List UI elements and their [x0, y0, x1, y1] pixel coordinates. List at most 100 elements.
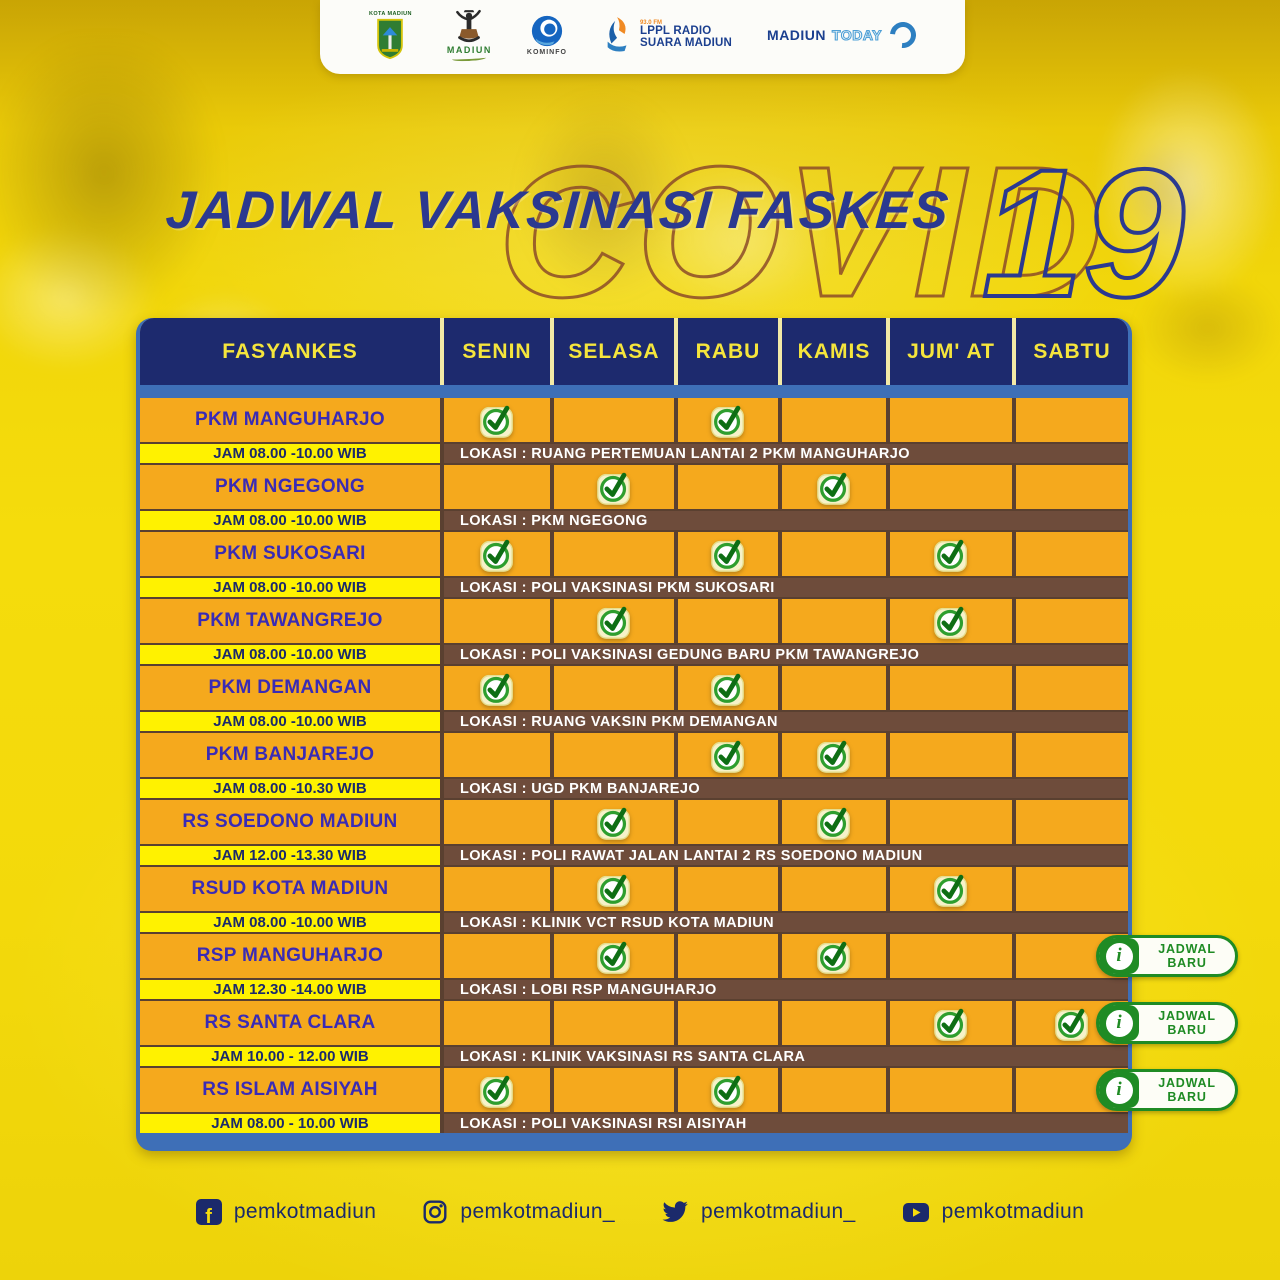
madiun-today-logo: MADIUN TODAY: [767, 16, 922, 54]
day-cell: [1016, 733, 1128, 777]
day-cell: [1016, 398, 1128, 442]
madiun-dancer-icon: [456, 9, 482, 43]
day-cell: [890, 867, 1012, 911]
day-cell: [1016, 867, 1128, 911]
day-cell: [678, 1068, 778, 1112]
day-cell: [444, 1068, 550, 1112]
location-cell: LOKASI : RUANG PERTEMUAN LANTAI 2 PKM MA…: [444, 444, 1128, 463]
day-cell: [782, 532, 886, 576]
kominfo-label: KOMINFO: [526, 49, 567, 56]
check-icon: [815, 803, 853, 841]
check-icon: [1053, 1004, 1091, 1042]
day-cell: [890, 934, 1012, 978]
check-icon: [595, 468, 633, 506]
day-cell: [1016, 800, 1128, 844]
instagram-icon: [423, 1200, 447, 1224]
day-cell: [444, 800, 550, 844]
day-cell: [782, 1068, 886, 1112]
check-icon: [595, 870, 633, 908]
location-cell: LOKASI : LOBI RSP MANGUHARJO: [444, 980, 1128, 999]
check-icon: [709, 535, 747, 573]
info-icon: i: [1099, 938, 1139, 974]
facility-name: RS SANTA CLARA: [140, 1001, 440, 1045]
location-cell: LOKASI : POLI VAKSINASI GEDUNG BARU PKM …: [444, 645, 1128, 664]
facebook-handle: pemkotmadiun: [233, 1200, 377, 1223]
day-cell: [1016, 532, 1128, 576]
day-cell: [782, 599, 886, 643]
time-cell: JAM 12.30 -14.00 WIB: [140, 980, 440, 999]
instagram-handle: pemkotmadiun_: [460, 1200, 615, 1223]
day-cell: [1016, 666, 1128, 710]
day-cell: [1016, 465, 1128, 509]
lppl-radio-logo: 93.0 FM LPPL RADIO SUARA MADIUN: [602, 15, 732, 55]
jadwal-baru-label: JADWAL BARU: [1158, 942, 1216, 970]
check-icon: [709, 1071, 747, 1109]
day-cell: [554, 934, 674, 978]
column-header-jumat: JUM' AT: [890, 318, 1012, 385]
location-cell: LOKASI : KLINIK VCT RSUD KOTA MADIUN: [444, 913, 1128, 932]
madiun-today-word1: MADIUN: [767, 27, 827, 43]
day-cell: [890, 733, 1012, 777]
day-cell: [782, 465, 886, 509]
check-icon: [932, 602, 970, 640]
check-icon: [595, 937, 633, 975]
time-cell: JAM 10.00 - 12.00 WIB: [140, 1047, 440, 1066]
poster-title: JADWAL VAKSINASI FASKES: [163, 181, 952, 240]
madiun-today-swirl-icon: [884, 16, 922, 54]
column-header-senin: SENIN: [444, 318, 550, 385]
social-youtube: pemkotmadiun: [902, 1200, 1085, 1224]
day-cell: [890, 666, 1012, 710]
day-cell: [444, 398, 550, 442]
day-cell: [678, 733, 778, 777]
day-cell: [890, 1068, 1012, 1112]
jadwal-baru-badge: i JADWAL BARU: [1096, 1002, 1238, 1044]
location-cell: LOKASI : KLINIK VAKSINASI RS SANTA CLARA: [444, 1047, 1128, 1066]
covid19-number-outline: 19: [980, 129, 1186, 337]
logo-banner: KOTA MADIUN MADIUN: [320, 0, 965, 74]
kominfo-logo: KOMINFO: [527, 14, 567, 56]
day-cell: [678, 1001, 778, 1045]
check-icon: [709, 736, 747, 774]
day-cell: [444, 666, 550, 710]
day-cell: [782, 398, 886, 442]
social-instagram: pemkotmadiun_: [422, 1199, 615, 1225]
day-cell: [554, 867, 674, 911]
facility-name: PKM MANGUHARJO: [140, 398, 440, 442]
check-icon: [709, 401, 747, 439]
day-cell: [890, 465, 1012, 509]
day-cell: [444, 934, 550, 978]
time-cell: JAM 08.00 -10.00 WIB: [140, 444, 440, 463]
madiun-today-word2: TODAY: [831, 26, 882, 43]
day-cell: [678, 398, 778, 442]
facebook-icon: f: [195, 1199, 222, 1225]
radio-line2: SUARA MADIUN: [639, 37, 733, 50]
location-cell: LOKASI : PKM NGEGONG: [444, 511, 1128, 530]
check-icon: [815, 937, 853, 975]
info-icon: i: [1099, 1005, 1139, 1041]
lppl-radio-text: 93.0 FM LPPL RADIO SUARA MADIUN: [640, 20, 732, 50]
day-cell: [782, 1001, 886, 1045]
day-cell: [554, 532, 674, 576]
column-header-selasa: SELASA: [554, 318, 674, 385]
day-cell: [678, 934, 778, 978]
check-icon: [478, 1071, 516, 1109]
check-icon: [595, 803, 633, 841]
madiun-dancer-tagline-squiggle: [452, 55, 487, 62]
day-cell: [554, 800, 674, 844]
check-icon: [932, 535, 970, 573]
madiun-dancer-logo: MADIUN: [447, 9, 492, 62]
column-header-kamis: KAMIS: [782, 318, 886, 385]
day-cell: [782, 666, 886, 710]
facility-name: PKM SUKOSARI: [140, 532, 440, 576]
location-cell: LOKASI : POLI VAKSINASI RSI AISIYAH: [444, 1114, 1128, 1133]
twitter-handle: pemkotmadiun_: [701, 1200, 856, 1223]
day-cell: [890, 800, 1012, 844]
social-twitter: pemkotmadiun_: [661, 1198, 856, 1226]
facility-name: PKM BANJAREJO: [140, 733, 440, 777]
time-cell: JAM 08.00 -10.00 WIB: [140, 578, 440, 597]
day-cell: [678, 867, 778, 911]
social-footer: f pemkotmadiun pemkotmadiun_ pemkotmadiu…: [0, 1198, 1280, 1226]
youtube-handle: pemkotmadiun: [941, 1200, 1085, 1223]
facility-name: PKM NGEGONG: [140, 465, 440, 509]
